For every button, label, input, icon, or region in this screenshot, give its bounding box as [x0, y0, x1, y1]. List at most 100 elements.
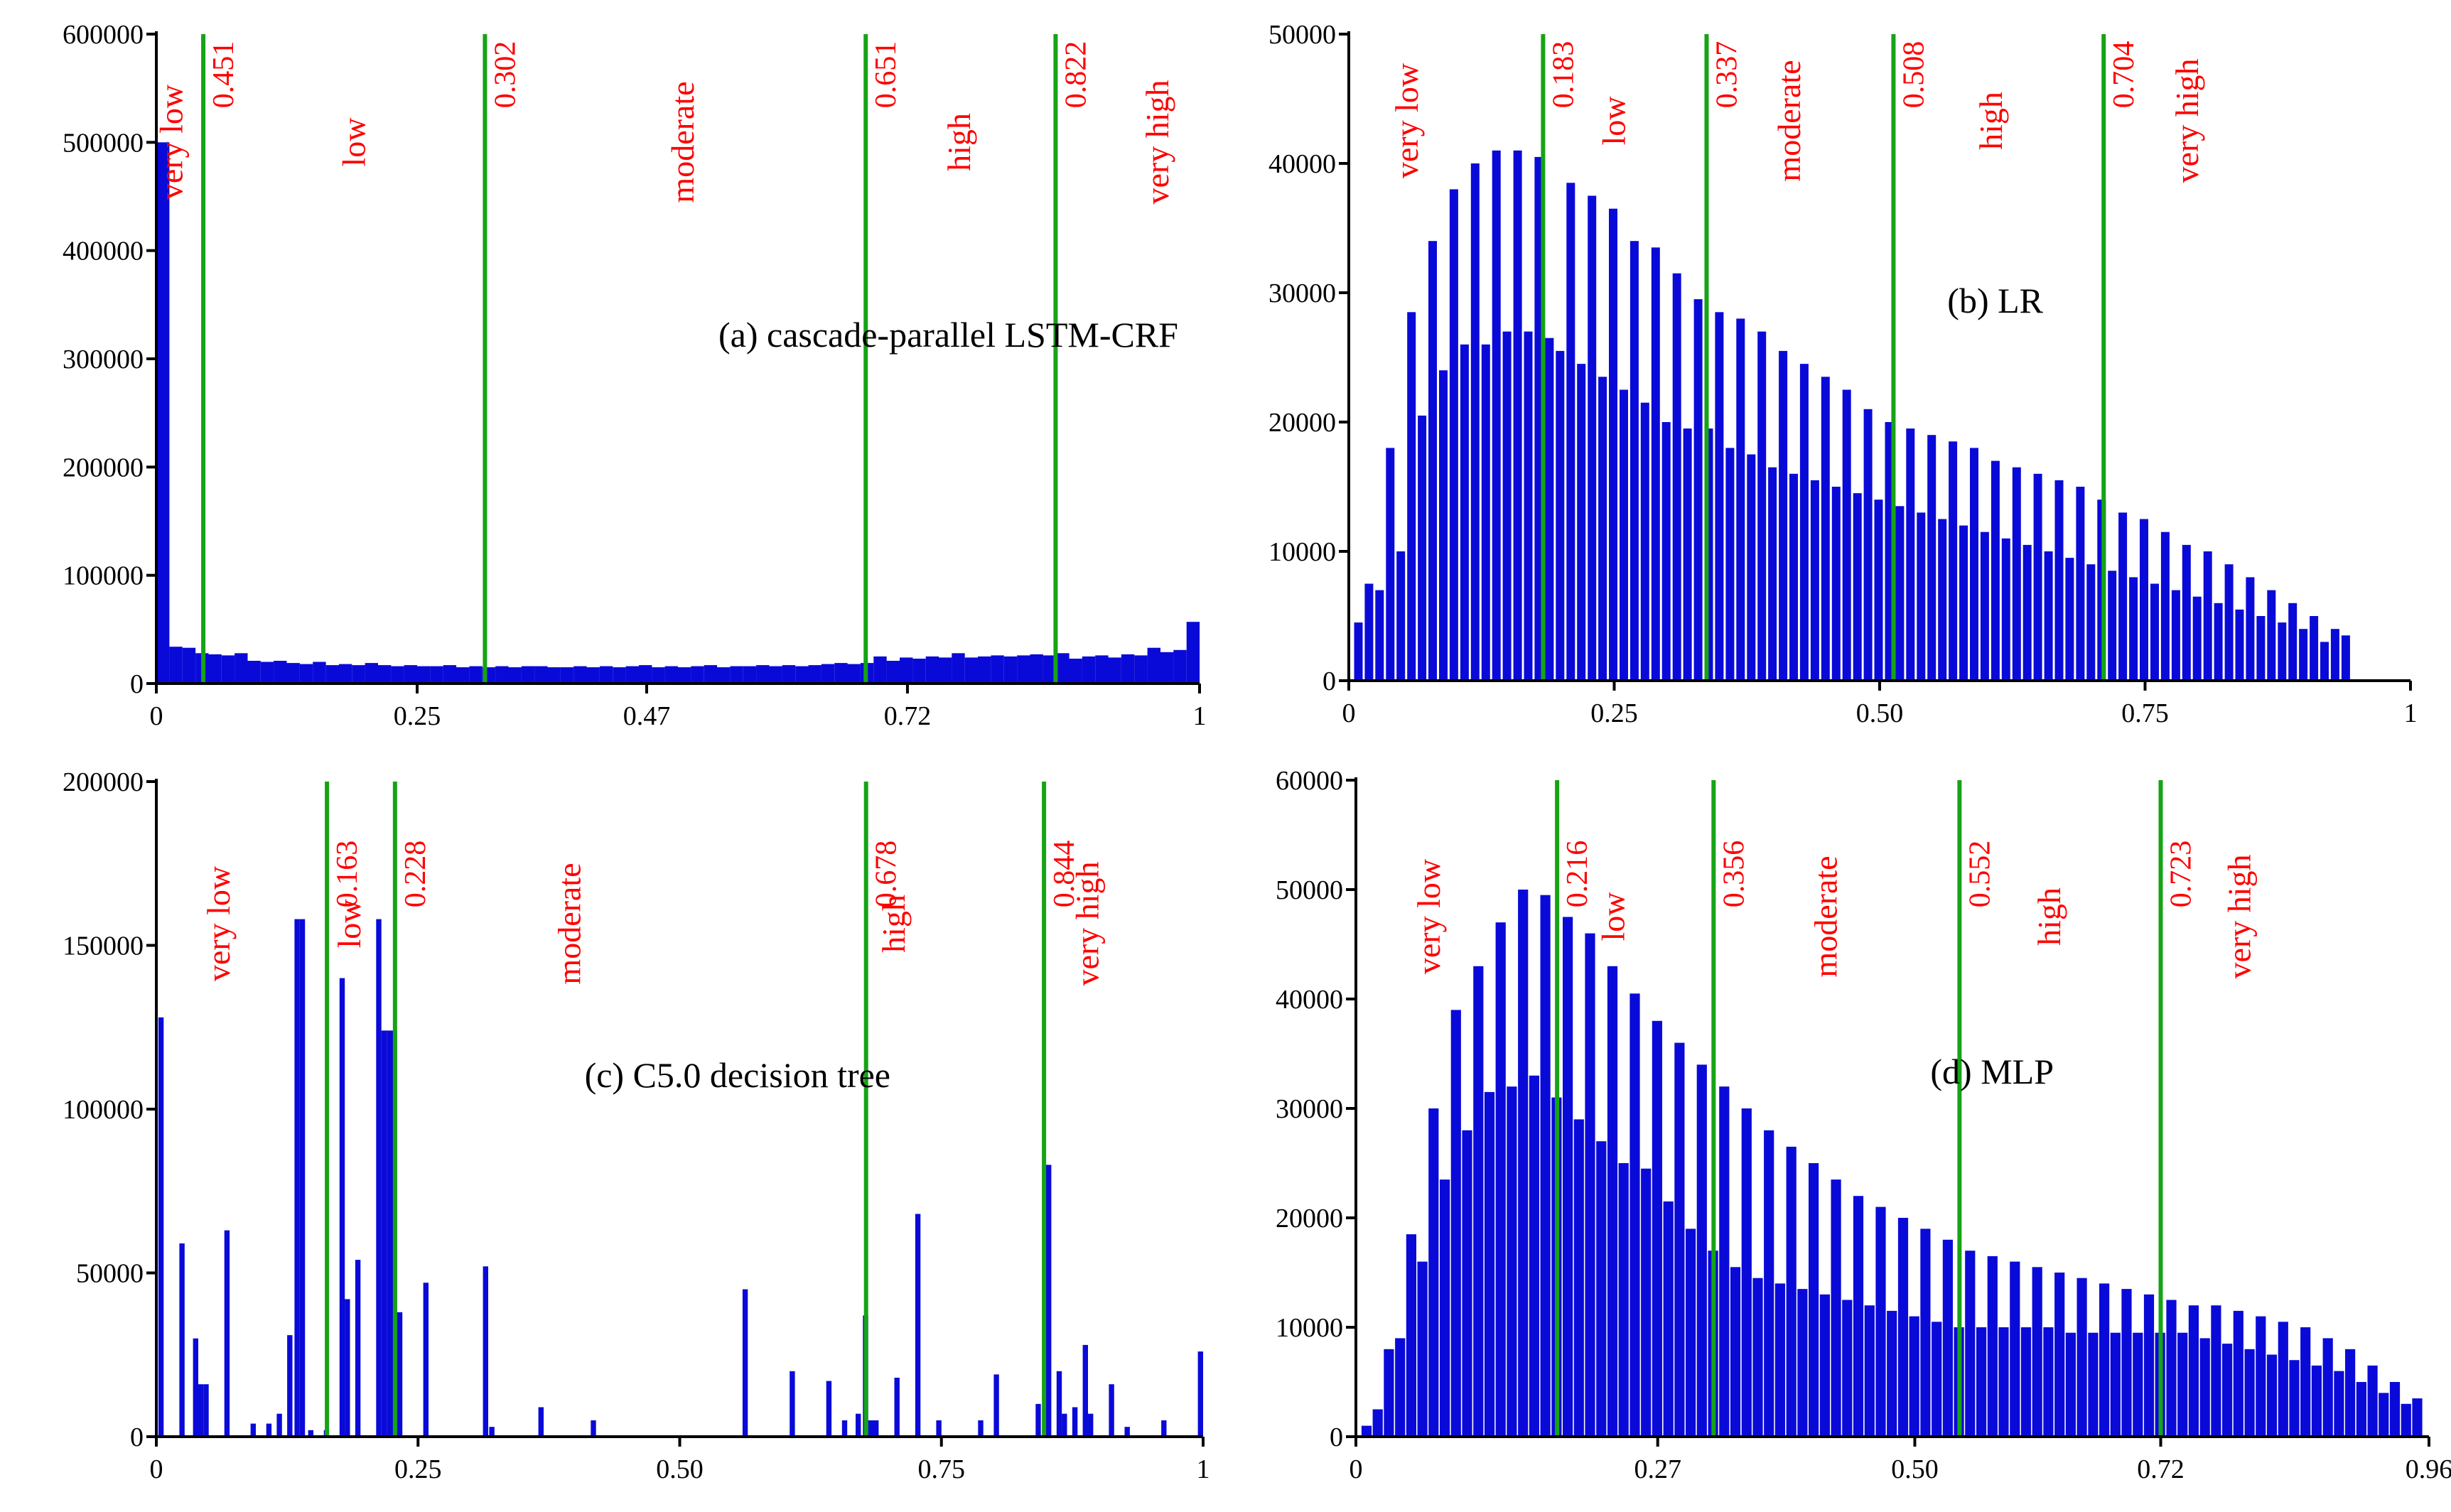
bar: [1864, 1305, 1875, 1437]
bar: [2044, 551, 2053, 681]
bar: [1629, 241, 1639, 681]
bar: [1895, 506, 1905, 681]
bar: [1428, 1108, 1439, 1437]
panel-c: 0.163 0.228 0.678 0.844 very low low moderate h…: [63, 767, 1210, 1484]
bar: [1556, 350, 1565, 681]
bar: [1545, 338, 1554, 681]
bar: [287, 1335, 293, 1437]
bar: [2032, 1267, 2042, 1437]
bar: [1428, 241, 1437, 681]
bar: [2020, 1327, 2032, 1437]
bar: [2182, 544, 2191, 681]
x-tick-label: 0.72: [884, 701, 932, 731]
bar: [1449, 189, 1458, 681]
bar: [1069, 659, 1082, 684]
bar: [1609, 208, 1617, 681]
y-tick-label: 50000: [76, 1259, 144, 1289]
panel-title: (c) C5.0 decision tree: [585, 1055, 890, 1095]
bar: [1863, 409, 1873, 681]
x-tick-label: 0.25: [394, 1454, 442, 1484]
x-tick-label: 0.27: [1634, 1454, 1681, 1484]
bar: [1160, 652, 1174, 684]
bar: [1779, 350, 1788, 681]
threshold-label: 0.183: [1547, 41, 1580, 109]
bar: [2043, 1327, 2054, 1437]
bar: [1789, 473, 1798, 681]
bar: [1741, 1108, 1752, 1437]
bar: [2192, 596, 2202, 681]
bar: [2177, 1332, 2188, 1437]
bar: [2379, 1393, 2389, 1437]
bar: [1730, 1267, 1741, 1437]
bar: [834, 663, 848, 684]
threshold-label: 0.356: [1718, 841, 1750, 908]
bar: [378, 665, 392, 684]
bar: [1764, 1130, 1774, 1437]
panel-title: (d) MLP: [1930, 1052, 2054, 1091]
bar: [521, 666, 535, 684]
threshold-label: 0.228: [399, 841, 432, 908]
bar: [639, 665, 652, 684]
bar: [1513, 150, 1522, 681]
class-label: low: [1595, 96, 1632, 146]
bar: [208, 654, 222, 684]
bar: [1752, 1278, 1763, 1437]
bar: [1991, 460, 2000, 681]
y-tick-label: 400000: [63, 237, 144, 266]
class-label: very low: [1389, 63, 1425, 178]
bar: [1696, 1064, 1707, 1437]
bar: [717, 667, 731, 684]
y-tick-label: 30000: [1268, 279, 1336, 308]
bar: [1672, 273, 1681, 681]
bar: [1566, 183, 1575, 681]
bar: [894, 1378, 900, 1437]
bar: [1540, 895, 1551, 1437]
x-tick-label: 0.50: [656, 1454, 704, 1484]
bar: [821, 664, 835, 684]
bar: [2160, 531, 2170, 681]
class-label: moderate: [664, 81, 701, 202]
bar: [1121, 654, 1135, 684]
y-tick-label: 20000: [1268, 408, 1336, 438]
bar: [1987, 1256, 1998, 1437]
x-tick-label: 0: [150, 701, 163, 731]
bar: [1386, 448, 1395, 681]
threshold-label: 0.651: [870, 41, 903, 109]
bar: [560, 667, 574, 684]
y-tick-label: 30000: [1276, 1094, 1343, 1124]
bar: [1375, 590, 1384, 681]
bar: [991, 655, 1004, 684]
bar: [1439, 370, 1448, 681]
bar: [2143, 1294, 2155, 1437]
bar: [847, 664, 861, 684]
bar: [2310, 616, 2319, 681]
bar: [1842, 1300, 1853, 1437]
bar: [2412, 1398, 2423, 1437]
bar: [873, 656, 887, 684]
y-tick-label: 10000: [1268, 537, 1336, 567]
bar: [2076, 1278, 2087, 1437]
bar: [2288, 603, 2298, 681]
x-tick-label: 1: [1197, 1454, 1210, 1484]
bar: [2289, 1360, 2300, 1437]
bar: [1507, 1086, 1517, 1437]
threshold-label: 0.216: [1561, 841, 1594, 908]
bar: [1147, 647, 1160, 684]
bar: [1976, 1327, 1987, 1437]
x-tick-label: 0.75: [918, 1454, 966, 1484]
x-tick-label: 0: [1342, 698, 1356, 728]
bar: [387, 1030, 392, 1437]
bar: [1134, 655, 1148, 684]
bar: [417, 666, 431, 684]
bar: [2299, 629, 2308, 681]
bar: [1035, 1403, 1041, 1437]
bar: [1534, 156, 1544, 681]
bar: [1663, 1201, 1674, 1437]
bar: [1598, 377, 1607, 681]
bar: [2266, 1354, 2278, 1437]
bar: [1715, 312, 1724, 681]
bar: [925, 656, 939, 684]
bar: [2334, 1371, 2344, 1437]
bar: [1965, 1251, 1976, 1437]
bar: [1470, 163, 1480, 681]
